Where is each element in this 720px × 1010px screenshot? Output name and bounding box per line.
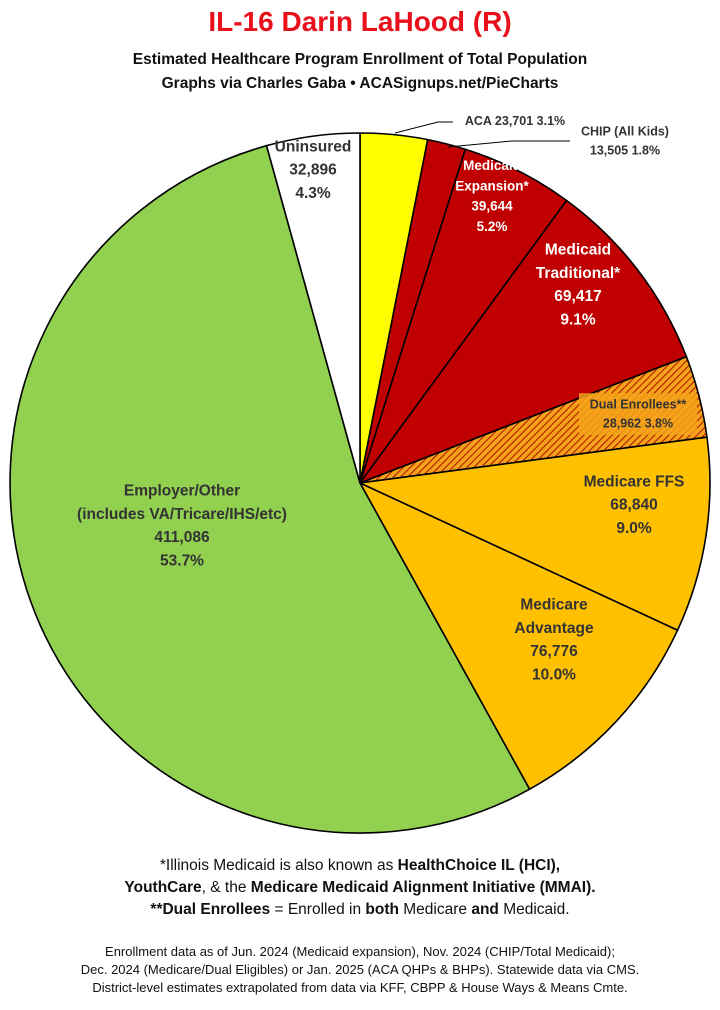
footnote-medicaid-names-cont: YouthCare, & the Medicare Medicaid Align… — [0, 877, 720, 899]
footnote-text: , & the — [201, 879, 251, 896]
slice-label-medicaid-expansion: Medicaid — [463, 158, 521, 173]
slice-label-chip: CHIP (All Kids) — [581, 125, 669, 139]
chart-subtitle: Estimated Healthcare Program Enrollment … — [132, 51, 588, 68]
slice-label-medicaid-traditional: Medicaid — [545, 242, 611, 259]
footnote-bold: **Dual Enrollees — [150, 901, 271, 918]
slice-label-medicare-advantage: 10.0% — [532, 666, 576, 683]
footnote-bold: YouthCare — [124, 879, 202, 896]
source-note: District-level estimates extrapolated fr… — [92, 980, 628, 995]
source-note: Dec. 2024 (Medicare/Dual Eligibles) or J… — [80, 962, 640, 977]
slice-label-uninsured: 4.3% — [295, 185, 331, 202]
slice-label-dual-enrollees: Dual Enrollees** — [590, 398, 687, 412]
footnote-text: Medicaid. — [498, 901, 570, 918]
pie-chart: ACA 23,701 3.1% CHIP (All Kids) 13,505 1.8… — [9, 114, 711, 834]
slice-label-medicare-advantage: 76,776 — [530, 643, 578, 660]
slice-label-medicare-ffs: 68,840 — [610, 497, 657, 514]
footnote-text: *Illinois Medicaid is also known as — [159, 857, 398, 874]
slice-label-medicare-advantage: Medicare — [520, 597, 588, 614]
slice-label-aca: ACA 23,701 3.1% — [465, 114, 565, 128]
slice-label-medicaid-expansion: Expansion* — [455, 178, 529, 193]
leader-line-chip — [447, 140, 570, 148]
slice-label-medicare-ffs: 9.0% — [616, 520, 652, 537]
pie-slice-medicare-advantage — [359, 482, 679, 790]
pie-slice-medicare-ffs — [359, 436, 711, 632]
slice-label-uninsured: Uninsured — [275, 138, 352, 155]
slice-label-employer-other: 53.7% — [160, 552, 204, 569]
footnote-bold: both — [365, 901, 399, 918]
slice-label-medicaid-traditional: 9.1% — [560, 311, 596, 328]
pie-slice-employer-other — [9, 144, 531, 834]
footnote-bold: Medicare Medicaid Alignment Initiative (… — [250, 879, 596, 896]
page-title: IL-16 Darin LaHood (R) — [208, 6, 512, 37]
slice-label-medicaid-traditional: 69,417 — [554, 288, 601, 305]
footnote-medicaid-names: *Illinois Medicaid is also known as Heal… — [0, 855, 720, 877]
pie-slice-uninsured — [265, 132, 361, 484]
slice-label-medicare-ffs: Medicare FFS — [584, 473, 685, 490]
label-background — [579, 393, 697, 435]
slice-label-employer-other: 411,086 — [154, 529, 210, 546]
footnote-text: Medicare — [398, 901, 472, 918]
footnote-bold: HealthChoice IL (HCI), — [397, 857, 561, 874]
footnote-bold: and — [471, 901, 499, 918]
slice-label-employer-other: Employer/Other — [124, 483, 240, 500]
slice-label-medicaid-expansion: 5.2% — [477, 219, 508, 234]
slice-label-medicare-advantage: Advantage — [514, 620, 594, 637]
slice-label-chip: 13,505 1.8% — [590, 143, 660, 157]
slice-label-uninsured: 32,896 — [289, 162, 337, 179]
leader-line-aca — [394, 121, 453, 134]
source-note: Enrollment data as of Jun. 2024 (Medicai… — [105, 944, 615, 959]
slice-label-dual-enrollees: 28,962 3.8% — [603, 416, 673, 430]
slice-label-medicaid-traditional: Traditional* — [536, 265, 621, 282]
footnote-dual-enrollees: **Dual Enrollees = Enrolled in both Medi… — [0, 899, 720, 921]
chart-credit: Graphs via Charles Gaba • ACASignups.net… — [161, 75, 559, 92]
slice-label-employer-other: (includes VA/Tricare/IHS/etc) — [77, 506, 287, 523]
footnote-text: = Enrolled in — [270, 901, 366, 918]
pie-slice-medicaid-traditional — [359, 199, 688, 484]
slice-label-medicaid-expansion: 39,644 — [471, 199, 513, 214]
